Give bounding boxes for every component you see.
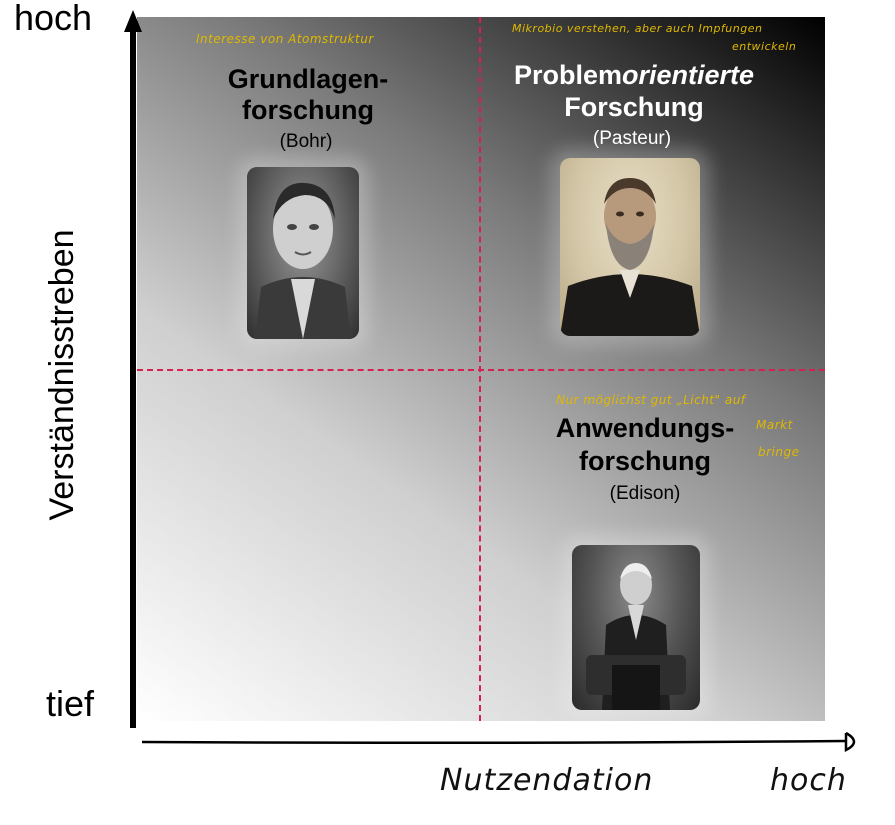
title-problemorientierte-line2: Forschung: [564, 92, 704, 122]
note-bottom-right-line3: bringe: [758, 445, 800, 459]
subtitle-bohr: (Bohr): [279, 131, 333, 152]
portrait-bohr-icon: [247, 167, 359, 339]
x-axis-arrowhead: [844, 731, 856, 753]
portrait-edison-icon: [572, 545, 700, 710]
y-axis-title: Verständnisstreben: [43, 229, 81, 521]
y-axis-bottom-label: tief: [46, 683, 95, 724]
subtitle-edison: (Edison): [609, 483, 681, 504]
note-bottom-right-line1: Nur möglichst gut „Licht" auf: [556, 393, 746, 407]
note-bottom-right-line2: Markt: [756, 418, 793, 432]
y-axis-arrowhead: [124, 10, 142, 32]
title-anwendungs-line1: Anwendungs-: [555, 413, 735, 443]
title-grundlagen-line2: forschung: [242, 95, 374, 125]
subtitle-pasteur: (Pasteur): [592, 128, 672, 149]
note-top-left: Interesse von Atomstruktur: [196, 32, 374, 46]
title-problemorientierte-line1: Problemorientierte: [513, 60, 755, 90]
x-axis-title: Nutzendation: [440, 763, 654, 798]
portrait-pasteur-icon: [560, 158, 700, 336]
x-axis-line: [141, 739, 847, 745]
title-grundlagen-line1: Grundlagen-: [227, 64, 389, 94]
y-axis-top-label: hoch: [14, 0, 93, 38]
x-axis-right-label: hoch: [770, 763, 847, 798]
note-top-right-line1: Mikrobio verstehen, aber auch Impfungen: [512, 22, 763, 35]
horizontal-divider: [137, 369, 825, 371]
note-top-right-line2: entwickeln: [732, 40, 797, 53]
title-anwendungs-line2: forschung: [579, 446, 711, 476]
